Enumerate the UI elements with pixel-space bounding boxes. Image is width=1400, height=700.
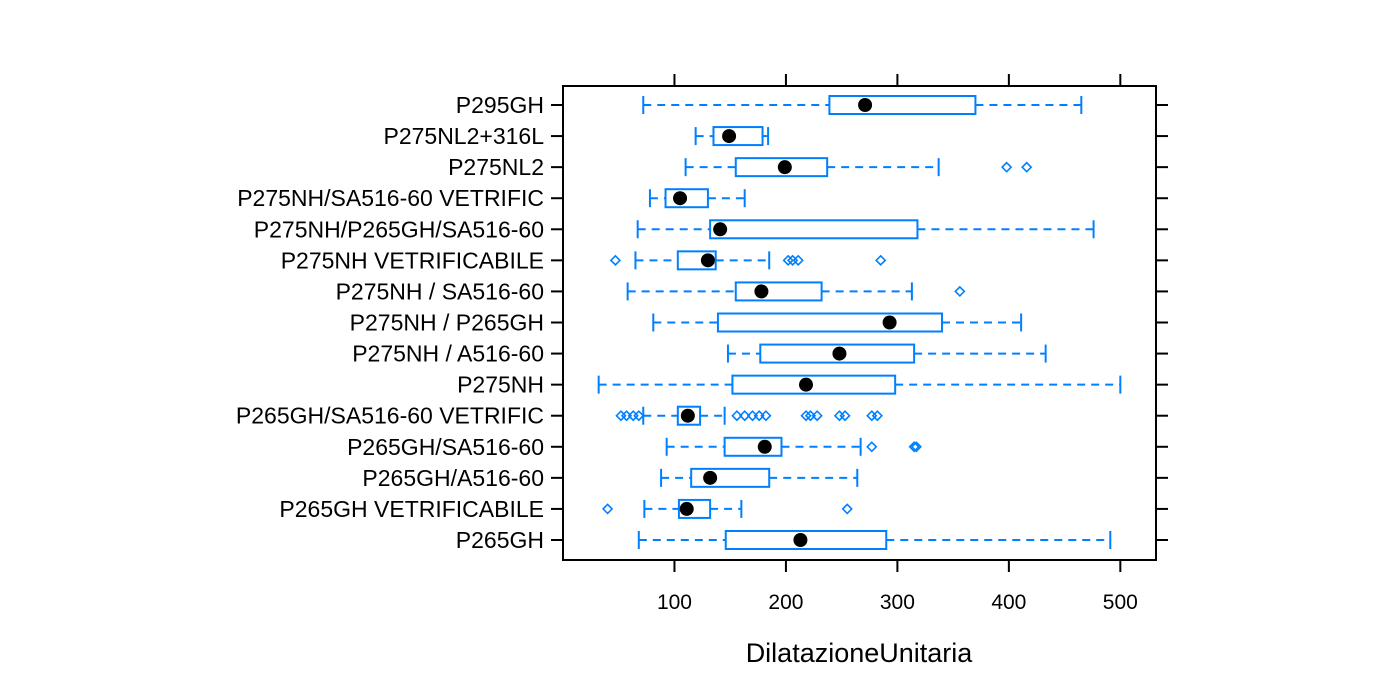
x-tick-label-400: 400	[991, 591, 1026, 614]
box-group	[637, 530, 1112, 550]
category-label: P265GH VETRIFICABILE	[279, 496, 544, 522]
category-label: P275NL2+316L	[383, 123, 544, 149]
x-axis-label: DilatazioneUnitaria	[746, 638, 974, 668]
median-dot	[703, 470, 718, 485]
box-group	[694, 126, 770, 147]
outlier-point	[609, 254, 622, 266]
outlier-point	[792, 254, 804, 266]
category-label: P265GH/A516-60	[362, 465, 544, 491]
box-group	[652, 312, 1023, 333]
category-label: P275NH VETRIFICABILE	[281, 247, 544, 273]
category-label: P295GH	[456, 92, 544, 118]
box-group	[648, 188, 746, 209]
median-dot	[713, 222, 728, 237]
category-label: P265GH/SA516-60 VETRIFIC	[236, 403, 544, 429]
x-tick-label-100: 100	[657, 591, 692, 614]
median-dot	[858, 98, 873, 112]
median-dot	[777, 160, 792, 175]
x-tick-label-200: 200	[768, 591, 803, 614]
box-group	[601, 498, 853, 519]
outlier-point	[760, 410, 772, 422]
box-iqr	[734, 281, 823, 302]
category-label: P275NH / P265GH	[350, 310, 544, 336]
outlier-point	[1021, 161, 1033, 173]
outlier-point	[739, 410, 751, 422]
median-dot	[793, 533, 808, 547]
outlier-point	[839, 410, 851, 422]
median-dot	[673, 191, 688, 206]
outlier-point	[841, 503, 853, 515]
median-dot	[679, 501, 694, 516]
outlier-point	[866, 441, 878, 453]
y-axis: P265GH P265GH VETRIFICABILE P265GH/A516-60…	[236, 92, 1168, 553]
category-label: P265GH/SA516-60	[347, 434, 544, 460]
box-iqr	[723, 436, 783, 457]
box-group	[665, 436, 922, 457]
box-iqr	[716, 312, 943, 333]
median-dot	[882, 315, 897, 330]
box-group	[609, 250, 887, 271]
box-iqr	[712, 126, 764, 147]
outlier-point	[731, 410, 743, 422]
category-label: P275NH / SA516-60	[336, 278, 544, 304]
median-dot	[722, 129, 737, 144]
box-iqr	[709, 219, 919, 240]
median-dot	[700, 253, 715, 268]
outlier-point	[601, 503, 614, 515]
box-iqr	[731, 374, 897, 395]
box-group	[684, 157, 1033, 178]
box-group	[660, 467, 859, 488]
outlier-point	[910, 441, 922, 453]
outlier-point	[1001, 161, 1013, 173]
outlier-point	[782, 254, 794, 266]
median-dot	[832, 346, 847, 361]
outlier-point	[633, 410, 645, 422]
outlier-point	[908, 441, 920, 453]
median-dot	[757, 439, 772, 454]
x-tick-label-500: 500	[1103, 591, 1138, 614]
box-group	[626, 281, 966, 302]
outlier-point	[954, 285, 966, 298]
x-axis: 100 200 300 400 500	[657, 74, 1138, 614]
box-group	[597, 374, 1122, 395]
box-group	[642, 95, 1083, 115]
outlier-point	[800, 410, 812, 422]
median-dot	[754, 284, 769, 299]
category-label: P275NH / A516-60	[352, 341, 544, 367]
category-label: P275NH/P265GH/SA516-60	[254, 216, 544, 242]
category-label: P275NH	[457, 372, 544, 398]
category-label: P265GH	[456, 527, 544, 553]
category-label: P275NL2	[448, 154, 544, 180]
median-dot	[680, 408, 695, 423]
outlier-point	[875, 254, 887, 266]
median-dot	[798, 377, 813, 392]
box-group	[615, 405, 883, 426]
outlier-point	[811, 410, 823, 422]
x-tick-label-300: 300	[880, 591, 915, 614]
outlier-point	[871, 410, 883, 422]
boxes	[597, 95, 1122, 550]
box-iqr	[690, 467, 771, 488]
box-group	[726, 343, 1047, 364]
category-label: P275NH/SA516-60 VETRIFIC	[237, 185, 544, 211]
box-iqr	[828, 95, 977, 115]
box-group	[636, 219, 1095, 240]
